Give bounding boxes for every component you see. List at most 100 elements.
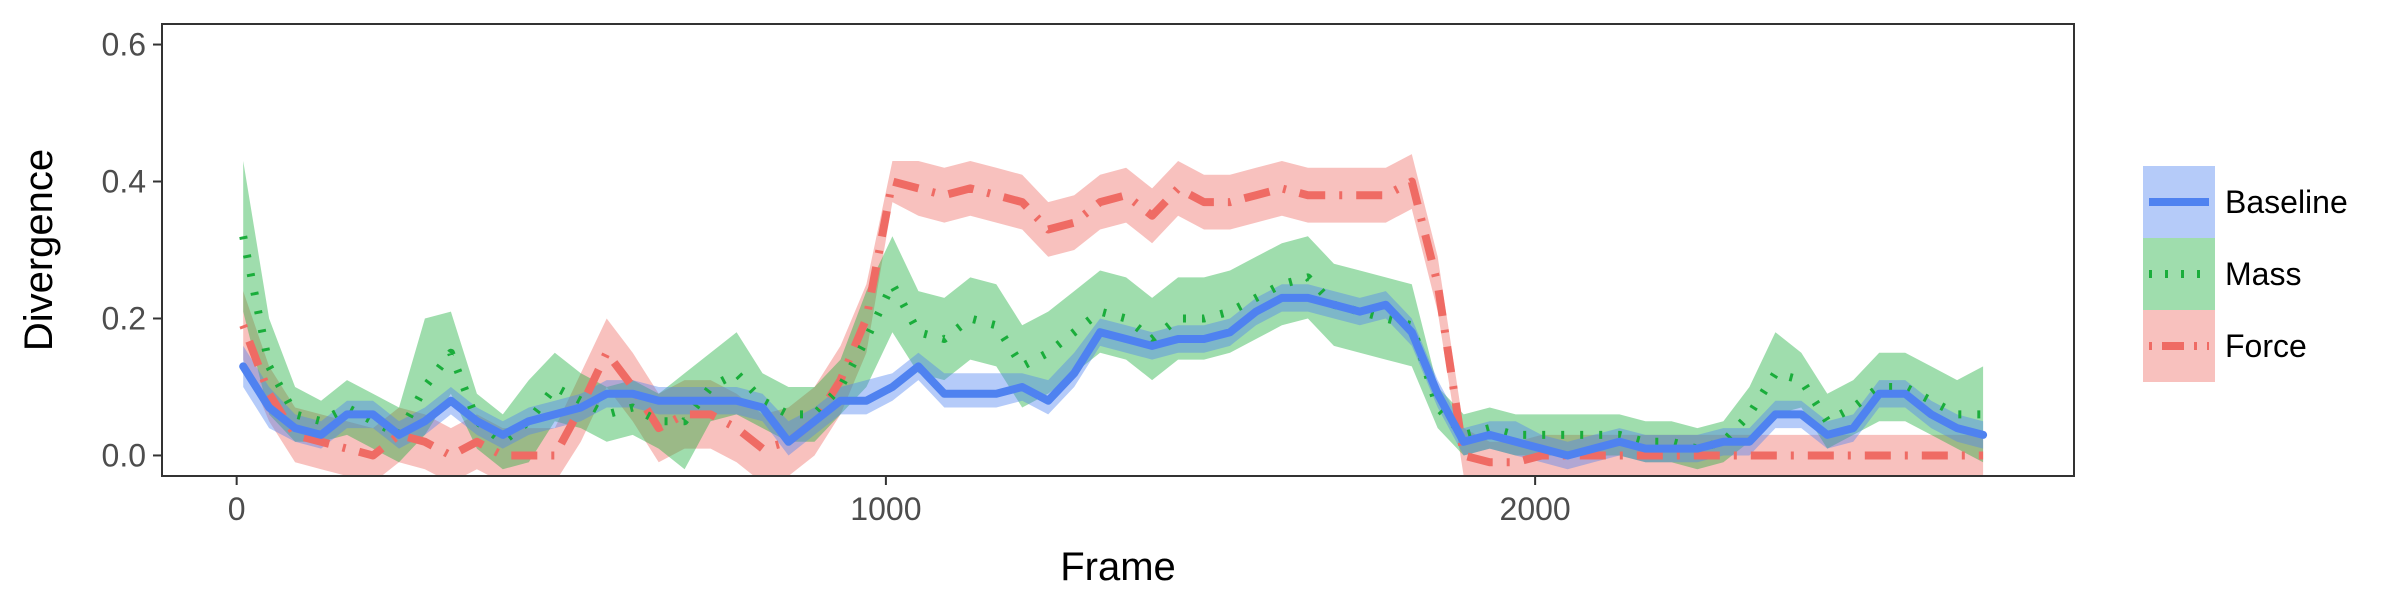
data-point-mass <box>292 411 298 417</box>
data-point-baseline <box>1175 336 1181 342</box>
data-point-mass <box>1772 370 1778 376</box>
data-point-baseline <box>474 418 480 424</box>
data-point-force <box>1539 453 1545 459</box>
data-point-force <box>1850 453 1856 459</box>
data-point-force <box>1980 453 1986 459</box>
y-tick-label: 0.6 <box>102 27 146 63</box>
data-point-baseline <box>1019 384 1025 390</box>
series-line-force <box>239 177 1984 467</box>
data-point-force <box>682 411 688 417</box>
data-point-baseline <box>1720 439 1726 445</box>
data-point-force <box>370 453 376 459</box>
data-point-baseline <box>656 398 662 404</box>
data-point-mass <box>1617 432 1623 438</box>
data-point-baseline <box>1980 432 1986 438</box>
data-point-baseline <box>526 418 532 424</box>
data-point-baseline <box>1669 446 1675 452</box>
data-point-mass <box>448 350 454 356</box>
legend-label-mass: Mass <box>2225 256 2301 292</box>
data-point-force <box>1253 192 1259 198</box>
data-point-baseline <box>318 432 324 438</box>
data-point-force <box>552 453 558 459</box>
data-point-mass <box>838 384 844 390</box>
data-point-force <box>708 411 714 417</box>
data-point-baseline <box>734 398 740 404</box>
data-point-mass <box>734 370 740 376</box>
data-point-baseline <box>1902 391 1908 397</box>
data-point-force <box>1669 453 1675 459</box>
data-point-baseline <box>1513 439 1519 445</box>
data-point-baseline <box>292 425 298 431</box>
data-point-force <box>1123 192 1129 198</box>
data-point-force <box>1954 453 1960 459</box>
data-point-force <box>760 446 766 452</box>
data-point-force <box>1591 453 1597 459</box>
data-point-mass <box>1954 411 1960 417</box>
data-point-baseline <box>448 398 454 404</box>
data-point-mass <box>1383 316 1389 322</box>
data-point-mass <box>1746 411 1752 417</box>
data-point-mass <box>889 281 895 287</box>
data-point-force <box>1643 453 1649 459</box>
data-point-baseline <box>1461 439 1467 445</box>
x-axis-title: Frame <box>1060 545 1176 589</box>
data-point-mass <box>708 384 714 390</box>
y-axis-title: Divergence <box>17 149 61 351</box>
data-point-mass <box>1071 329 1077 335</box>
data-point-mass <box>1902 384 1908 390</box>
data-point-baseline <box>604 391 610 397</box>
data-point-baseline <box>1357 309 1363 315</box>
data-point-baseline <box>1565 453 1571 459</box>
data-point-force <box>1461 453 1467 459</box>
data-point-baseline <box>1227 329 1233 335</box>
data-point-mass <box>1539 432 1545 438</box>
data-point-force <box>993 192 999 198</box>
data-point-baseline <box>786 439 792 445</box>
data-point-mass <box>422 384 428 390</box>
data-point-baseline <box>1772 411 1778 417</box>
data-point-force <box>448 453 454 459</box>
data-point-force <box>1772 453 1778 459</box>
data-point-baseline <box>915 363 921 369</box>
data-point-baseline <box>1097 329 1103 335</box>
data-point-baseline <box>266 405 272 411</box>
data-point-mass <box>1798 377 1804 383</box>
data-point-force <box>500 453 506 459</box>
data-point-mass <box>344 405 350 411</box>
data-point-baseline <box>1435 391 1441 397</box>
data-point-mass <box>1928 398 1934 404</box>
data-point-mass <box>682 418 688 424</box>
data-point-mass <box>1850 405 1856 411</box>
band-mass <box>243 161 1984 470</box>
data-point-force <box>1876 453 1882 459</box>
data-point-baseline <box>889 384 895 390</box>
data-point-force <box>1720 453 1726 459</box>
data-point-baseline <box>630 391 636 397</box>
data-point-mass <box>1565 432 1571 438</box>
data-point-baseline <box>760 405 766 411</box>
data-point-force <box>915 185 921 191</box>
data-point-baseline <box>1279 295 1285 301</box>
data-point-mass <box>941 336 947 342</box>
data-point-force <box>967 185 973 191</box>
data-point-baseline <box>1305 295 1311 301</box>
data-point-baseline <box>370 411 376 417</box>
data-point-force <box>734 425 740 431</box>
data-point-mass <box>786 411 792 417</box>
data-point-baseline <box>1591 446 1597 452</box>
data-point-baseline <box>240 363 246 369</box>
data-point-force <box>1019 199 1025 205</box>
data-point-force <box>422 439 428 445</box>
data-point-force <box>526 453 532 459</box>
data-point-force <box>266 391 272 397</box>
data-point-mass <box>630 405 636 411</box>
y-tick-label: 0.4 <box>102 164 146 200</box>
data-point-baseline <box>1850 425 1856 431</box>
data-point-force <box>318 439 324 445</box>
data-point-baseline <box>422 418 428 424</box>
data-point-baseline <box>1123 336 1129 342</box>
data-point-force <box>1201 199 1207 205</box>
data-point-mass <box>863 336 869 342</box>
y-tick-label: 0.0 <box>102 437 146 473</box>
